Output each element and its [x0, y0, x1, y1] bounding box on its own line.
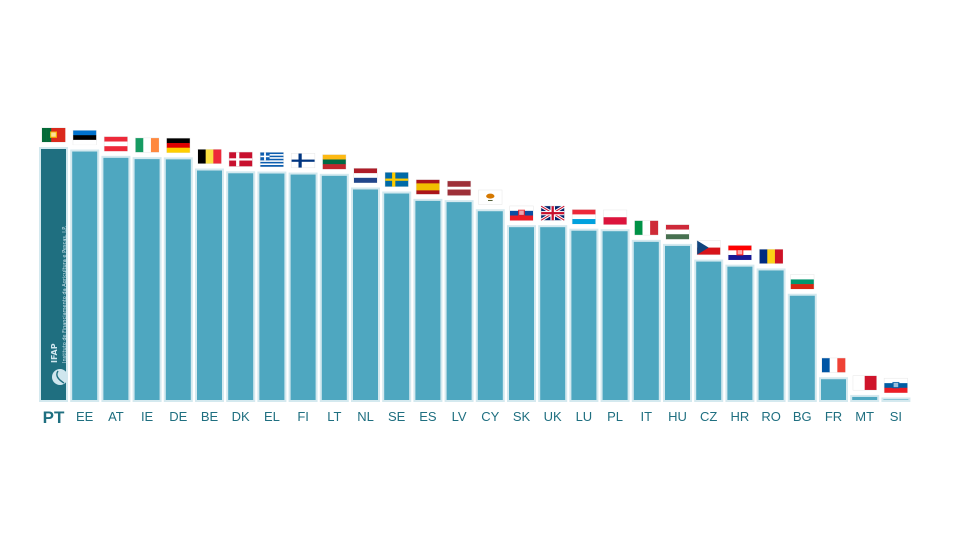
flag-it-icon — [634, 220, 659, 236]
x-tick-pt: PT — [43, 408, 65, 427]
bar-el — [257, 171, 287, 402]
logo-name: IFAP — [50, 343, 59, 363]
bar-hr — [725, 264, 755, 402]
bar-pl — [600, 229, 630, 402]
flag-el-icon — [259, 152, 284, 168]
flag-lt-icon — [322, 154, 347, 170]
x-tick-dk: DK — [232, 409, 250, 424]
x-tick-hu: HU — [668, 409, 687, 424]
x-tick-lt: LT — [327, 409, 341, 424]
x-tick-fr: FR — [825, 409, 842, 424]
x-tick-cz: CZ — [700, 409, 717, 424]
x-tick-ie: IE — [141, 409, 154, 424]
x-tick-ro: RO — [761, 409, 781, 424]
x-tick-cy: CY — [481, 409, 499, 424]
bar-se — [382, 191, 412, 402]
flag-be-icon — [197, 149, 222, 165]
x-tick-hr: HR — [731, 409, 750, 424]
flag-at-icon — [103, 136, 128, 152]
flag-ro-icon — [759, 248, 784, 264]
flag-lv-icon — [447, 180, 472, 196]
bar-fr — [819, 377, 848, 403]
bars-group — [39, 147, 911, 403]
bar-ro — [756, 268, 786, 402]
ifap-logo: IFAP Instituto de Financiamento da Agric… — [50, 226, 68, 385]
bar-de — [163, 157, 193, 402]
x-tick-si: SI — [890, 409, 902, 424]
bar-sk — [507, 225, 536, 402]
bar-cz — [694, 259, 724, 402]
flag-bg-icon — [790, 274, 815, 290]
bar-cy — [475, 209, 505, 402]
bar-dk — [226, 171, 256, 402]
x-tick-pl: PL — [607, 409, 623, 424]
bar-uk — [538, 225, 568, 402]
x-tick-lv: LV — [452, 409, 467, 424]
x-tick-be: BE — [201, 409, 219, 424]
x-tick-it: IT — [641, 409, 653, 424]
flag-nl-icon — [353, 167, 378, 183]
logo-globe-icon — [52, 369, 68, 385]
x-tick-de: DE — [169, 409, 187, 424]
x-tick-el: EL — [264, 409, 280, 424]
bar-ie — [132, 157, 162, 402]
bar-mt — [850, 394, 880, 403]
flag-es-icon — [415, 179, 440, 195]
bar-be — [195, 168, 224, 402]
x-tick-se: SE — [388, 409, 406, 424]
x-tick-at: AT — [108, 409, 124, 424]
flag-lu-icon — [571, 209, 596, 225]
flag-cy-icon — [478, 189, 503, 205]
flag-se-icon — [384, 172, 409, 188]
x-tick-ee: EE — [76, 409, 94, 424]
bar-bg — [787, 293, 817, 402]
bar-at — [101, 155, 131, 402]
logo-subtitle: Instituto de Financiamento da Agricultur… — [62, 226, 68, 363]
flag-hu-icon — [665, 224, 690, 240]
bar-lu — [569, 228, 599, 402]
bar-si — [881, 397, 911, 403]
bar-es — [413, 198, 443, 402]
x-tick-es: ES — [419, 409, 437, 424]
flag-dk-icon — [228, 151, 253, 167]
bar-fi — [288, 172, 318, 402]
flag-cz-icon — [696, 240, 721, 256]
flag-si-icon — [883, 377, 908, 393]
bar-hu — [663, 243, 692, 402]
x-tick-sk: SK — [513, 409, 531, 424]
bar-pt — [39, 147, 68, 402]
bar-nl — [351, 187, 380, 402]
bar-lv — [444, 200, 474, 402]
bar-lt — [319, 173, 349, 402]
flag-ie-icon — [135, 137, 160, 153]
flag-pt-icon — [41, 127, 66, 143]
x-tick-mt: MT — [855, 409, 874, 424]
flag-uk-icon — [540, 204, 565, 222]
bar-it — [631, 239, 661, 402]
bar-ee — [70, 149, 100, 402]
x-tick-nl: NL — [357, 409, 374, 424]
flag-de-icon — [166, 137, 191, 153]
x-tick-lu: LU — [576, 409, 593, 424]
flags-group — [41, 127, 908, 393]
flag-hr-icon — [727, 245, 752, 261]
x-tick-fi: FI — [297, 409, 309, 424]
flag-fi-icon — [291, 153, 316, 169]
flag-mt-icon — [852, 375, 877, 391]
flag-sk-icon — [509, 205, 534, 221]
flag-fr-icon — [821, 357, 846, 373]
x-tick-uk: UK — [544, 409, 562, 424]
x-tick-labels: PT EE AT IE DE BE DK EL FI LT NL SE ES LV CY SK UK LU PL IT… — [43, 408, 902, 427]
x-tick-bg: BG — [793, 409, 812, 424]
flag-pl-icon — [603, 209, 628, 225]
flag-ee-icon — [72, 130, 97, 146]
